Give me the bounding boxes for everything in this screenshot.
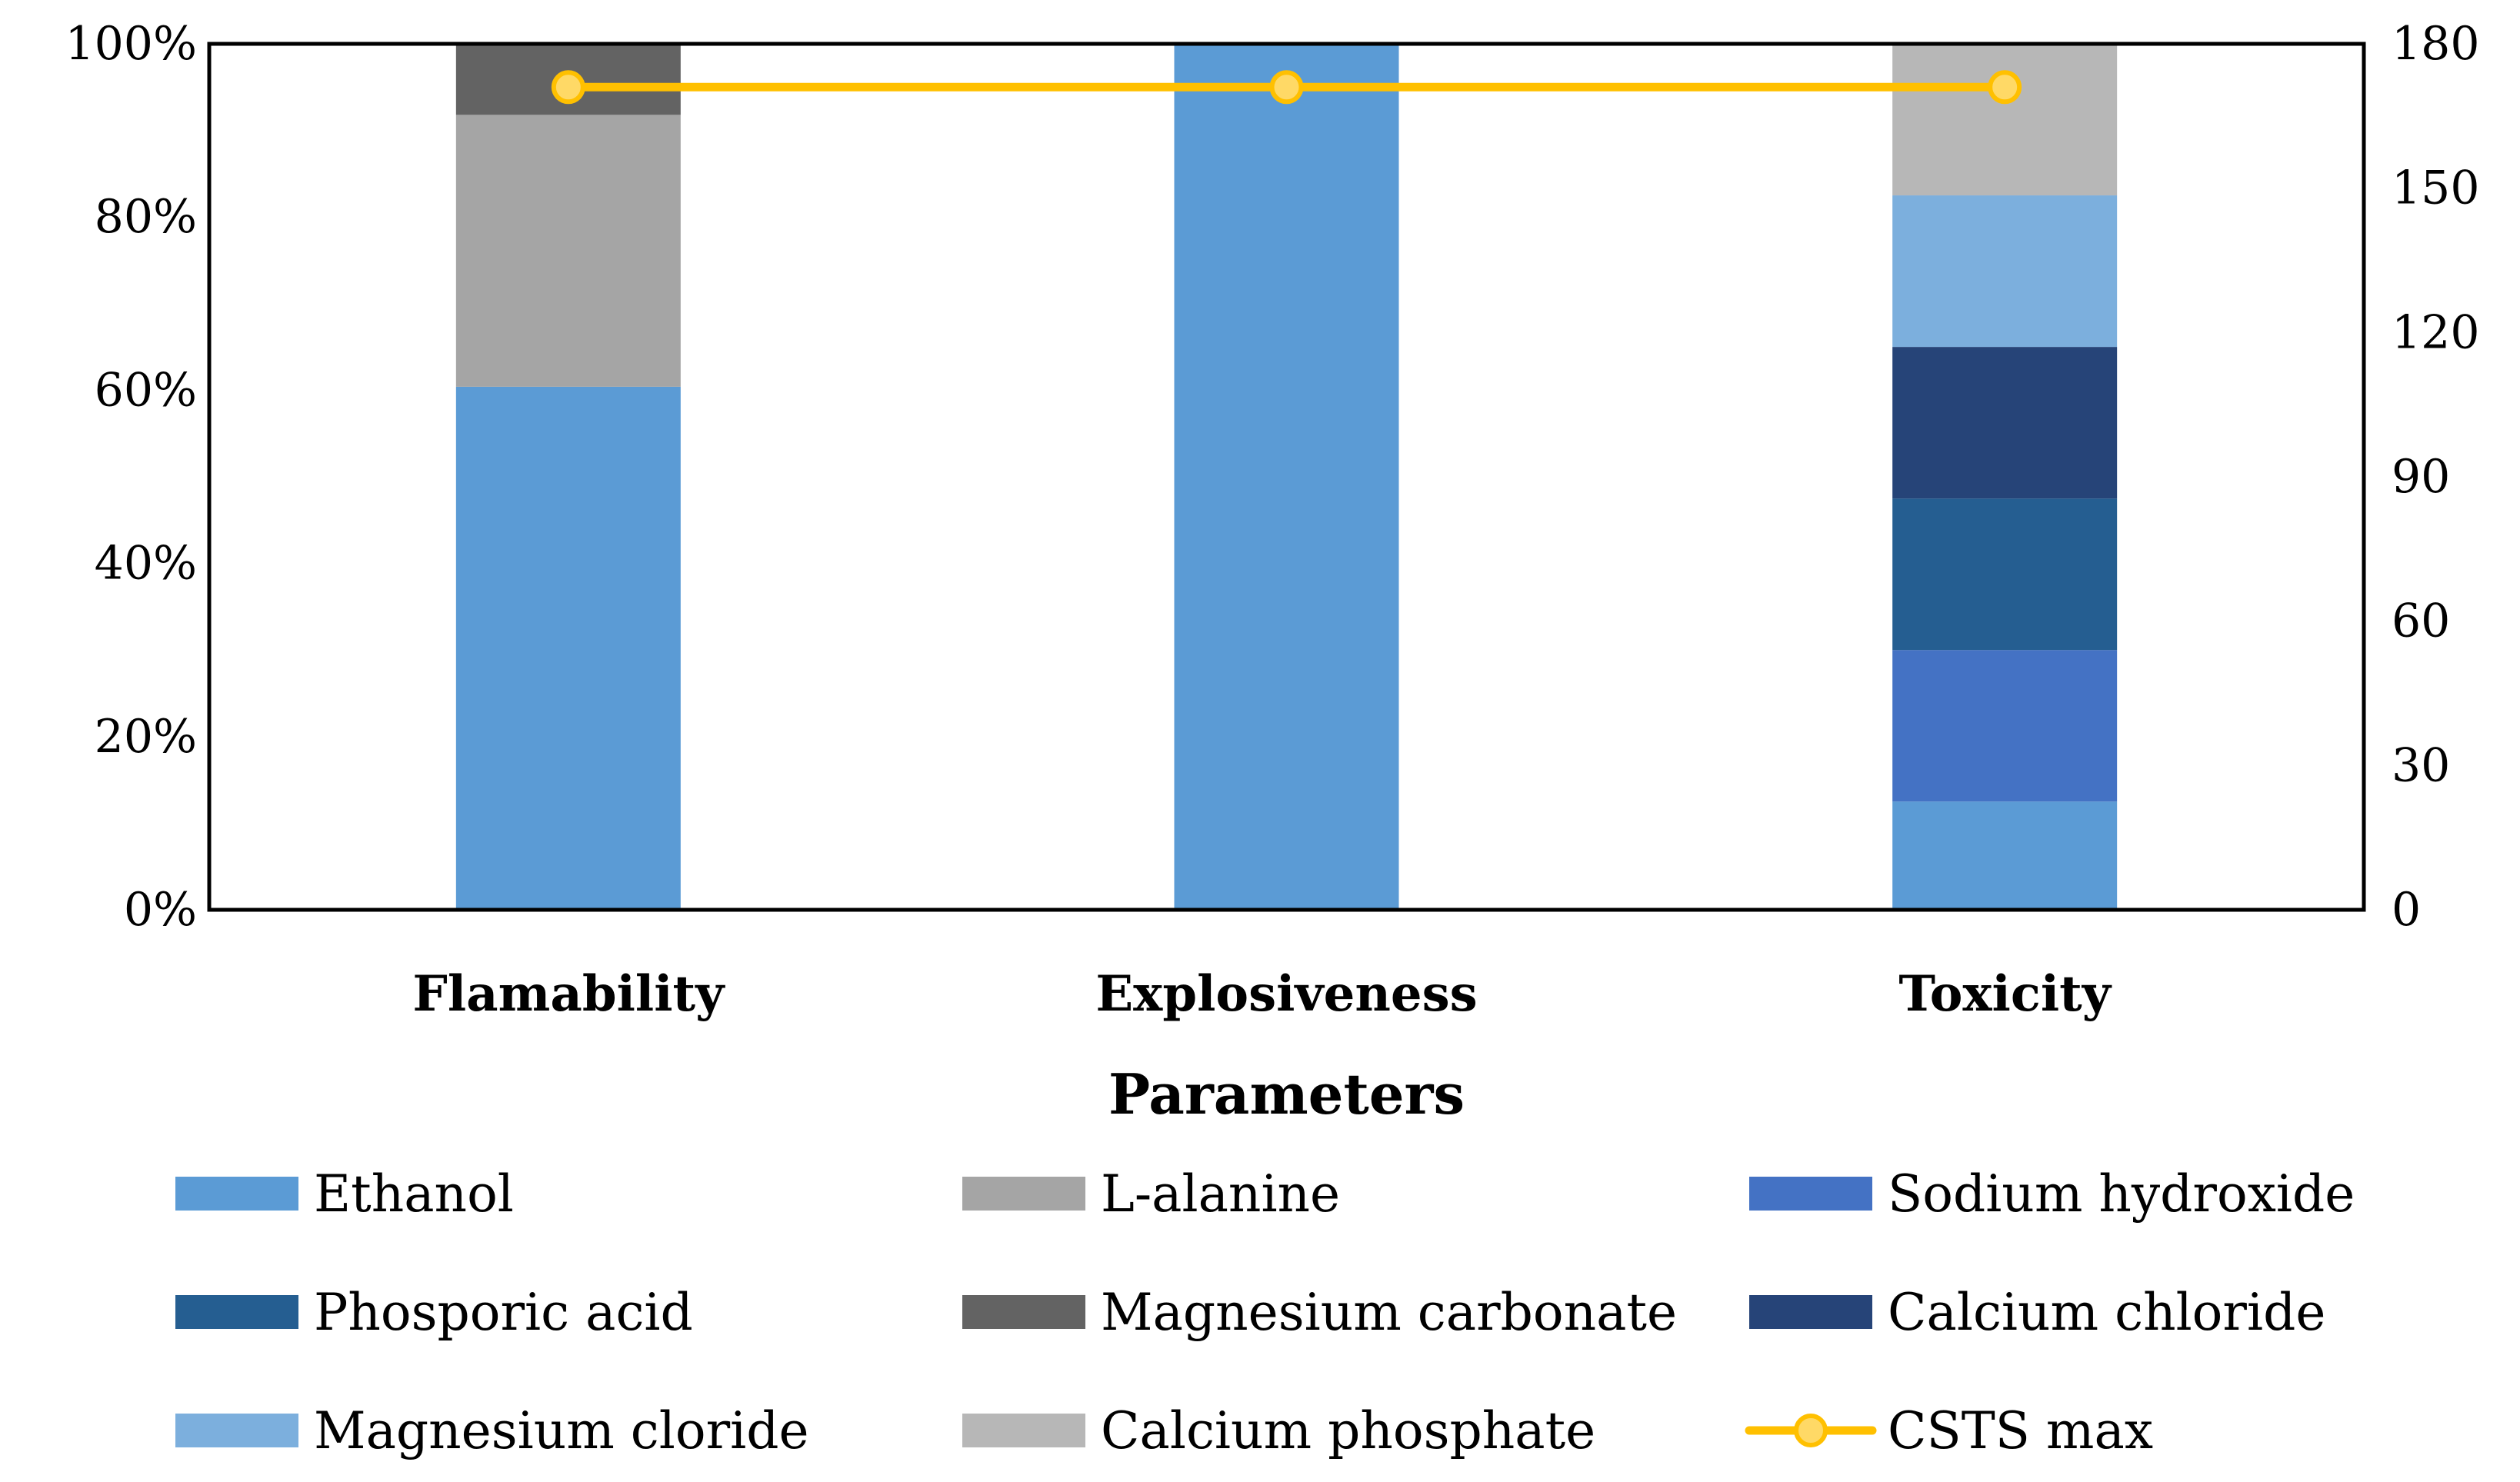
y2-tick-label-0: 0 xyxy=(2392,883,2421,937)
line-point-csts-max-toxicity xyxy=(1988,70,2022,105)
legend-label-calcium-chloride: Calcium chloride xyxy=(1888,1283,2325,1342)
y2-tick-label-90: 90 xyxy=(2392,450,2450,504)
y2-tick-label-180: 180 xyxy=(2392,17,2480,71)
x-category-label-flamability: Flamability xyxy=(412,965,725,1023)
legend-label-csts-max: CSTS max xyxy=(1888,1401,2153,1460)
bar-ethanol-flamability xyxy=(455,386,681,910)
y-tick-label-60: 60% xyxy=(95,363,197,417)
legend-swatch-calcium-phosphate xyxy=(962,1414,1085,1447)
bar-calcium-chloride-toxicity xyxy=(1892,347,2118,499)
bar-ethanol-explosiveness xyxy=(1174,44,1399,910)
y-tick-label-20: 20% xyxy=(95,710,197,764)
bar-calcium-phosphate-toxicity xyxy=(1892,44,2118,196)
line-point-csts-max-explosiveness xyxy=(1269,70,1304,105)
plot-area-frame xyxy=(207,42,2366,912)
legend-swatch-magnesium-cloride xyxy=(175,1414,298,1447)
y-tick-label-0: 0% xyxy=(124,883,197,937)
legend-swatch-phosporic-acid xyxy=(175,1295,298,1329)
y2-tick-label-120: 120 xyxy=(2392,305,2480,359)
bar-sodium-hydroxide-toxicity xyxy=(1892,650,2118,802)
legend-swatch-calcium-chloride xyxy=(1749,1295,1872,1329)
bar-l-alanine-flamability xyxy=(455,115,681,387)
bar-magnesium-cloride-toxicity xyxy=(1892,195,2118,348)
x-axis-title: Parameters xyxy=(1108,1061,1465,1127)
x-category-label-explosiveness: Explosiveness xyxy=(1095,965,1477,1023)
legend-label-sodium-hydroxide: Sodium hydroxide xyxy=(1888,1164,2355,1224)
legend-swatch-ethanol xyxy=(175,1177,298,1211)
legend-label-phosporic-acid: Phosporic acid xyxy=(314,1283,693,1342)
legend-swatch-marker-csts-max xyxy=(1794,1414,1828,1447)
legend-label-magnesium-cloride: Magnesium cloride xyxy=(314,1401,809,1460)
legend-label-magnesium-carbonate: Magnesium carbonate xyxy=(1101,1283,1677,1342)
legend-label-ethanol: Ethanol xyxy=(314,1164,514,1224)
legend-swatch-l-alanine xyxy=(962,1177,1085,1211)
y-tick-label-100: 100% xyxy=(65,17,197,71)
y-tick-label-40: 40% xyxy=(95,537,197,591)
legend-label-calcium-phosphate: Calcium phosphate xyxy=(1101,1401,1595,1460)
line-point-csts-max-flamability xyxy=(551,70,585,105)
bar-ethanol-toxicity xyxy=(1892,801,2118,910)
y-tick-label-80: 80% xyxy=(95,190,197,244)
legend-swatch-sodium-hydroxide xyxy=(1749,1177,1872,1211)
legend-swatch-magnesium-carbonate xyxy=(962,1295,1085,1329)
y2-tick-label-150: 150 xyxy=(2392,162,2480,215)
y2-tick-label-60: 60 xyxy=(2392,594,2450,648)
legend-label-l-alanine: L-alanine xyxy=(1101,1164,1340,1224)
x-category-label-toxicity: Toxicity xyxy=(1898,965,2112,1023)
y2-tick-label-30: 30 xyxy=(2392,738,2450,792)
bar-phosporic-acid-toxicity xyxy=(1892,498,2118,651)
